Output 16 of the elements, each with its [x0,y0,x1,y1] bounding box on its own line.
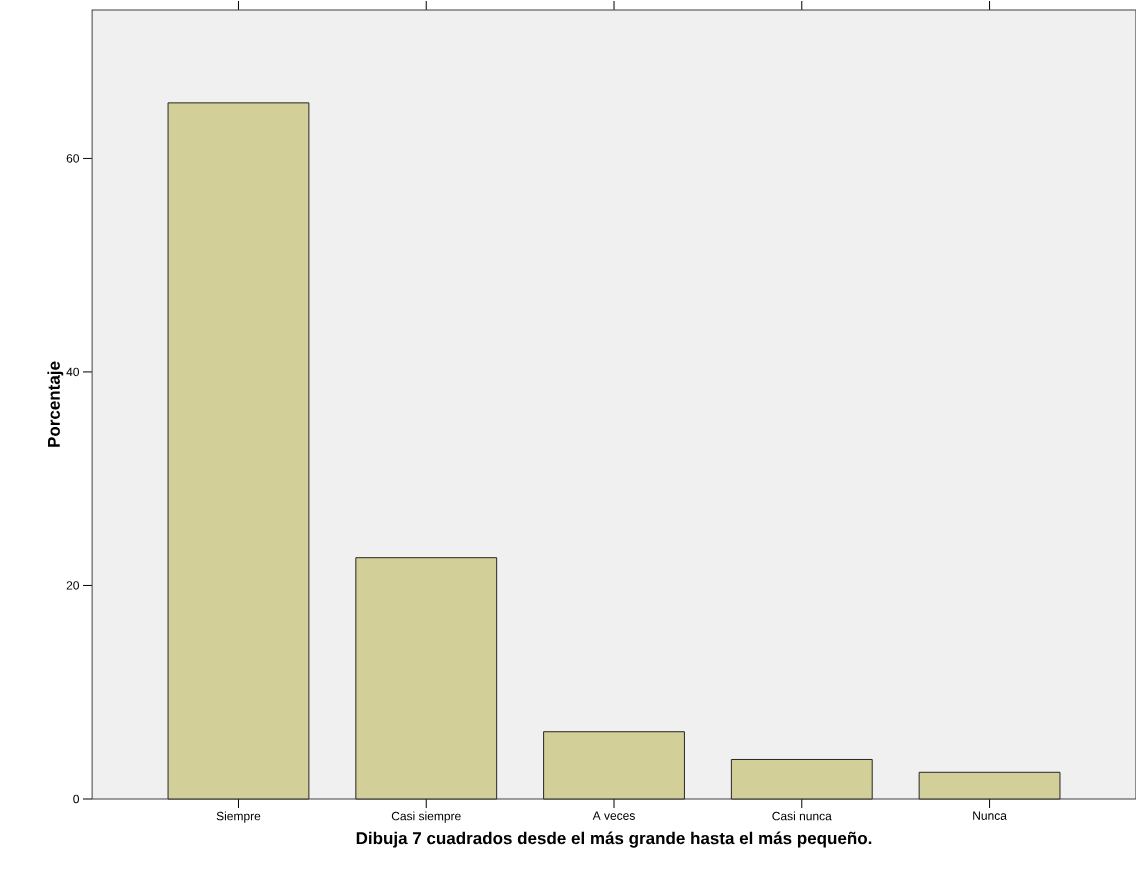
x-tick-label: Nunca [973,811,1007,820]
bar [918,771,1061,800]
bar [355,557,498,800]
x-tick-label: Casi siempre [391,811,461,823]
y-axis-title: Porcentaje [47,361,64,447]
bar [167,102,310,800]
y-tick-label: 60 [66,154,80,163]
bar [730,758,873,800]
x-tick-label: A veces [592,811,635,820]
x-tick-label: Siempre [216,811,261,823]
bar [543,731,685,800]
y-tick-label: 20 [66,581,80,590]
y-tick-label: 0 [73,794,80,804]
x-tick-label: Casi nunca [772,811,832,821]
x-axis-title: Dibuja 7 cuadrados desde el más grande hasta el más pequeño. [356,831,872,848]
y-tick-label: 40 [66,367,80,377]
